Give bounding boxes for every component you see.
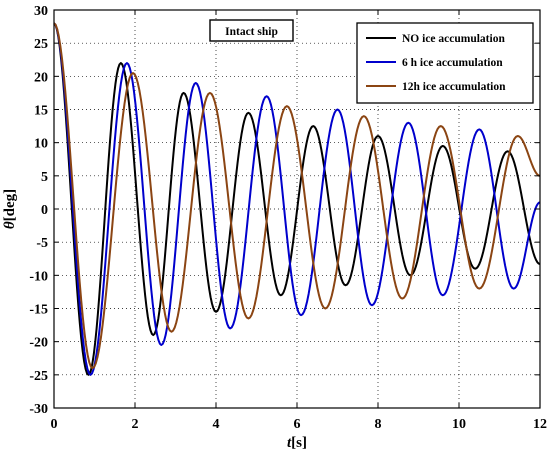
x-tick-label: 10 xyxy=(452,417,466,432)
svg-text:t[s]: t[s] xyxy=(287,435,307,451)
y-tick-label: 10 xyxy=(34,137,48,152)
x-axis-unit: [s] xyxy=(291,435,307,451)
y-tick-label: 15 xyxy=(34,104,48,119)
legend: NO ice accumulation 6 h ice accumulation 1… xyxy=(356,22,534,104)
series-line-2 xyxy=(53,22,541,376)
y-axis-unit: [deg] xyxy=(2,189,18,222)
x-tick-label: 6 xyxy=(294,417,301,432)
y-tick-label: -15 xyxy=(29,303,48,318)
y-tick-label: -20 xyxy=(29,336,48,351)
y-tick-label: 25 xyxy=(34,37,48,52)
x-tick-label: 2 xyxy=(132,417,139,432)
y-axis-symbol: θ xyxy=(2,221,18,229)
y-tick-label: 30 xyxy=(34,4,48,19)
annotation-box: Intact ship xyxy=(209,19,294,42)
annotation-text: Intact ship xyxy=(225,26,278,38)
y-axis-label: θ[deg] xyxy=(2,189,18,229)
x-axis-label: t[s] xyxy=(287,435,307,451)
x-tick-label: 0 xyxy=(51,417,58,432)
y-tick-label: 20 xyxy=(34,70,48,85)
x-tick-label: 8 xyxy=(375,417,382,432)
legend-label-3: 12h ice accumulation xyxy=(402,81,506,93)
legend-label-2: 6 h ice accumulation xyxy=(402,57,503,69)
y-tick-label: -25 xyxy=(29,369,48,384)
series-line-3 xyxy=(53,22,541,370)
svg-text:θ[deg]: θ[deg] xyxy=(2,189,18,229)
y-tick-label: -30 xyxy=(29,402,48,417)
y-tick-label: -5 xyxy=(36,236,48,251)
x-axis-symbol: t xyxy=(287,435,292,451)
legend-label-1: NO ice accumulation xyxy=(402,33,505,45)
y-tick-label: -10 xyxy=(29,269,48,284)
series-lines xyxy=(53,22,541,376)
x-tick-label: 12 xyxy=(533,417,547,432)
y-tick-label: 0 xyxy=(41,203,48,218)
ticks: 0 2 4 6 8 10 12 -30 -25 -20 -15 -10 -5 0 5 10 15 20 25 30 xyxy=(29,4,547,432)
y-tick-label: 5 xyxy=(41,170,48,185)
x-tick-label: 4 xyxy=(213,417,220,432)
